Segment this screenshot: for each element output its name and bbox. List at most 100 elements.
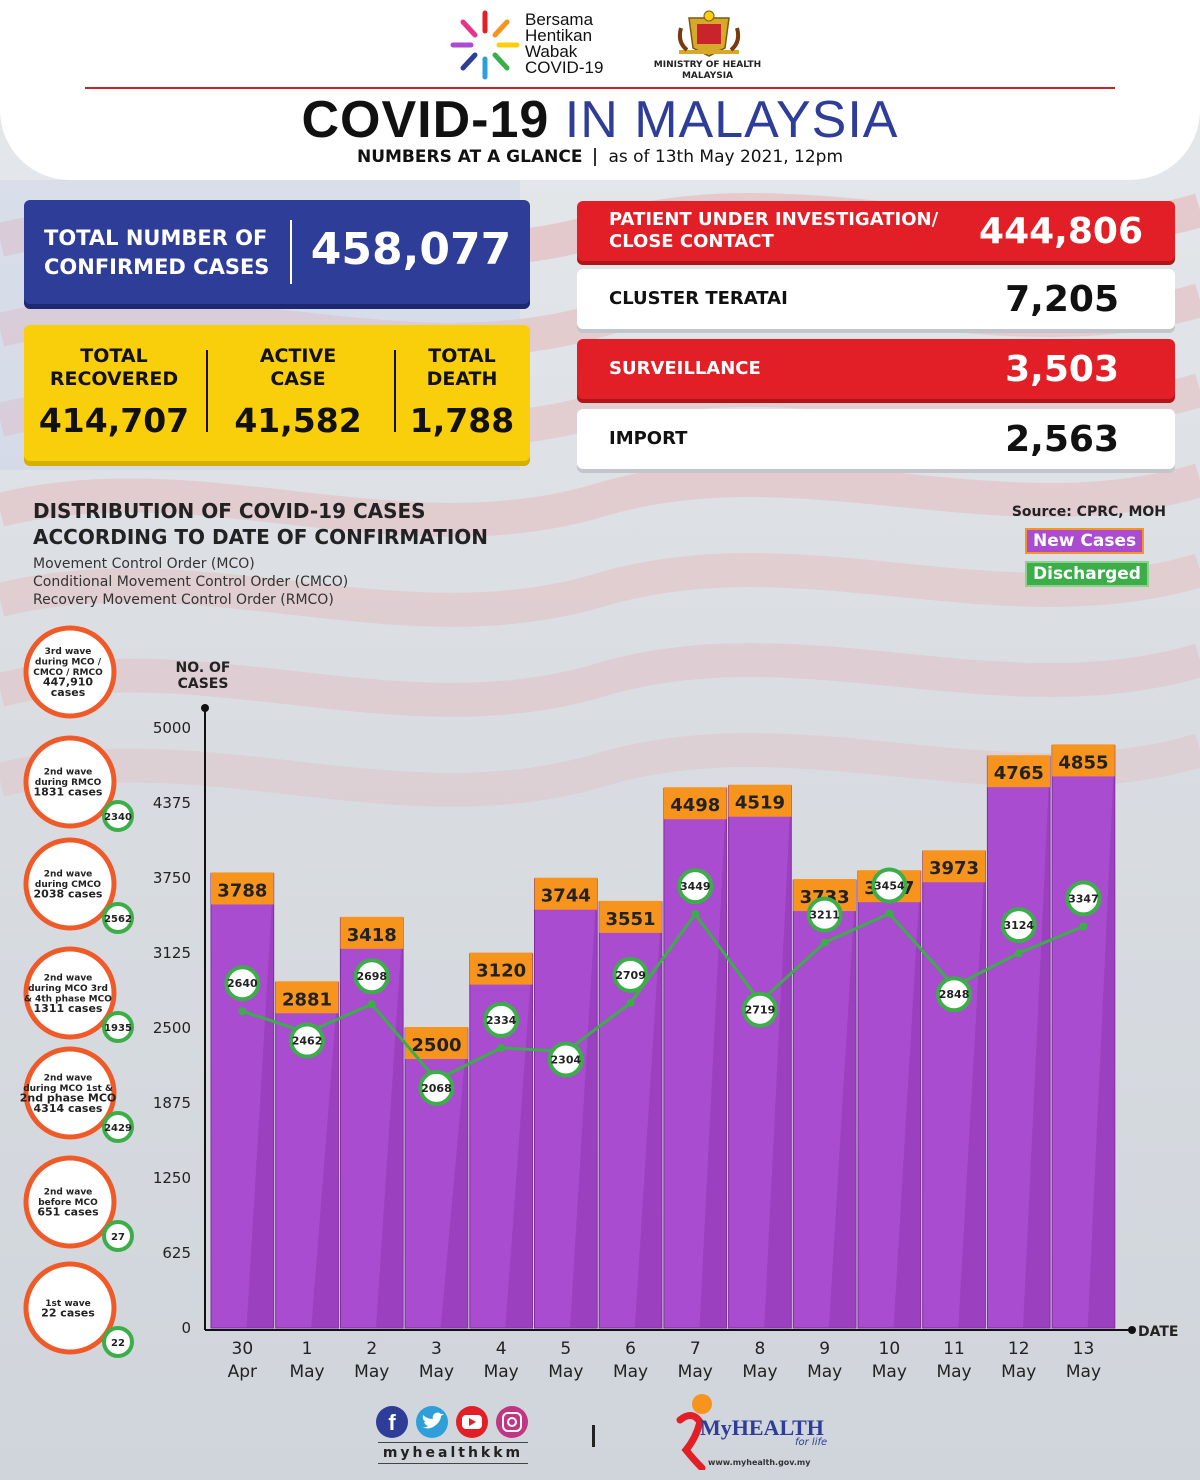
x-tick-day: 7 <box>690 1339 701 1359</box>
subtitle-separator <box>594 148 597 166</box>
category-cluster-teratai: CLUSTER TERATAI 7,205 <box>577 269 1175 329</box>
wave-discharged-circle <box>102 1011 134 1043</box>
confirmed-cases-card: TOTAL NUMBER OF CONFIRMED CASES 458,077 <box>24 200 530 304</box>
discharged-point <box>626 998 635 1007</box>
wave-text: during MCO / <box>35 658 102 668</box>
bar-label-box <box>534 877 598 910</box>
wave-discharged-value: 27 <box>111 1232 125 1243</box>
discharged-line <box>241 911 1085 1082</box>
campaign-logo-text: Bersama Hentikan Wabak COVID-19 <box>525 10 604 77</box>
subtitle-part2: as of 13th May 2021, 12pm <box>608 147 843 167</box>
facebook-icon[interactable]: f <box>376 1406 408 1438</box>
confirmed-cases-value: 458,077 <box>310 224 512 275</box>
bar-shade <box>570 878 598 1328</box>
bar-label-box <box>599 900 662 933</box>
x-tick-day: 5 <box>560 1339 571 1359</box>
bar-value-label: 2881 <box>282 989 332 1010</box>
y-tick-label: 0 <box>181 1319 191 1337</box>
wave-text: cases <box>51 686 86 699</box>
x-tick-day: 3 <box>431 1339 442 1359</box>
discharged-callout <box>806 896 843 933</box>
discharged-value-label: 2334 <box>486 1014 517 1027</box>
discharged-value-label: 3454 <box>874 880 905 893</box>
stat-divider <box>394 350 396 432</box>
card-divider <box>290 220 292 284</box>
myhealth-tagline: for life <box>795 1437 828 1448</box>
bar-label-box <box>340 916 404 949</box>
x-tick-month: May <box>419 1362 454 1382</box>
social-icons: f <box>375 1405 535 1445</box>
instagram-icon[interactable] <box>496 1406 528 1438</box>
discharged-value-label: 2068 <box>421 1082 452 1095</box>
discharged-point <box>1014 949 1023 958</box>
page-title: COVID-19 IN MALAYSIA <box>0 90 1200 150</box>
wave-discharged-circle <box>102 1326 134 1358</box>
x-tick-day: 12 <box>1008 1339 1030 1359</box>
subtitle-part1: NUMBERS AT A GLANCE <box>356 147 583 167</box>
bar-label-box <box>275 981 339 1014</box>
stat-divider <box>206 350 208 432</box>
wave-discharged-value: 1935 <box>104 1023 132 1034</box>
bar-label-box <box>922 850 986 883</box>
wave-text: & 4th phase MCO <box>24 994 112 1004</box>
bar-shade <box>505 953 533 1328</box>
discharged-value-label: 3124 <box>1003 919 1034 932</box>
ministry-name: MINISTRY OF HEALTH MALAYSIA <box>653 60 762 81</box>
bar-value-label: 4855 <box>1058 752 1108 773</box>
discharged-callout <box>418 1069 455 1106</box>
stat-recovered: TOTAL RECOVERED 414,707 <box>38 345 190 440</box>
x-tick-month: May <box>678 1362 713 1382</box>
x-tick-month: May <box>742 1362 777 1382</box>
header: Bersama Hentikan Wabak COVID-19 MINISTRY… <box>0 0 1200 180</box>
wave-circle <box>23 1155 117 1249</box>
wave-circle <box>23 946 117 1040</box>
wave-discharged-value: 2429 <box>104 1123 132 1134</box>
bar-shade <box>828 880 856 1328</box>
bar-shade <box>1022 756 1051 1328</box>
header-divider <box>85 87 1115 89</box>
confirmed-cases-label: TOTAL NUMBER OF CONFIRMED CASES <box>44 226 270 279</box>
bar-value-label: 3418 <box>347 925 397 946</box>
y-tick-label: 5000 <box>153 719 191 737</box>
wave-discharged-value: 22 <box>111 1338 125 1349</box>
stat-death: TOTAL DEATH 1,788 <box>409 345 515 440</box>
x-tick-day: 6 <box>625 1339 636 1359</box>
bar-shade <box>246 873 274 1328</box>
x-tick-day: 1 <box>302 1339 313 1359</box>
wave-discharged-value: 2562 <box>104 914 132 925</box>
x-axis-dot <box>1128 1326 1136 1334</box>
bar-shade <box>440 1028 468 1328</box>
wave-circle <box>23 837 117 931</box>
wave-text: 2nd wave <box>44 1073 93 1083</box>
bar-value-label: 3551 <box>605 909 655 930</box>
wave-circle <box>23 625 117 719</box>
bar-shade <box>375 917 404 1328</box>
wave-text: before MCO <box>38 1198 98 1208</box>
youtube-icon[interactable] <box>456 1406 488 1438</box>
wave-text: 651 cases <box>37 1206 99 1219</box>
y-tick-label: 4375 <box>153 794 191 812</box>
wave-text: 22 cases <box>41 1306 95 1319</box>
x-tick-day: 9 <box>819 1339 830 1359</box>
wave-text: during CMCO <box>35 880 102 890</box>
y-axis-label: CASES <box>178 676 229 692</box>
bar-shade <box>893 871 921 1328</box>
legend-discharged: Discharged <box>1025 561 1149 587</box>
chart-source: Source: CPRC, MOH <box>1011 504 1166 520</box>
x-tick-month: May <box>936 1362 971 1382</box>
discharged-callout <box>936 976 973 1013</box>
bar-shade <box>634 901 662 1328</box>
discharged-value-label: 3347 <box>1068 892 1099 905</box>
wave-circle <box>23 1261 117 1355</box>
bar-value-label: 4498 <box>670 795 720 816</box>
bar-shade <box>1087 745 1115 1328</box>
twitter-icon[interactable] <box>416 1406 448 1438</box>
myhealth-brand: MyHEALTH <box>700 1415 824 1440</box>
category-import: IMPORT 2,563 <box>577 409 1175 469</box>
discharged-callout <box>289 1022 326 1059</box>
y-tick-label: 3750 <box>153 869 191 887</box>
